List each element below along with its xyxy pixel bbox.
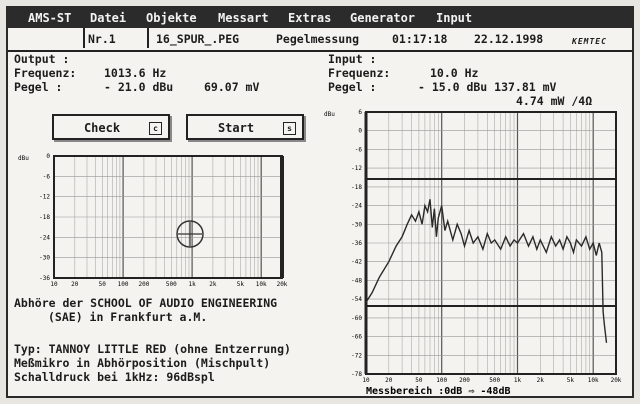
y-tick-label: -6 [355, 146, 363, 153]
start-button-label: Start [217, 121, 255, 135]
x-tick-label: 10 [362, 377, 370, 384]
level-cursor-ring [176, 220, 204, 248]
measurement-number-box [83, 28, 149, 48]
y-tick-label: -18 [39, 214, 50, 221]
measurement-range-label: Messbereich :0dB ⇨ -48dB [366, 385, 511, 397]
menu-generator[interactable]: Generator [350, 11, 416, 25]
y-tick-label: -24 [39, 234, 50, 241]
x-tick-label: 2k [209, 281, 217, 288]
check-button[interactable]: Check c [52, 114, 170, 140]
info-line-2: (SAE) in Frankfurt a.M. [48, 310, 208, 324]
x-tick-label: 5k [567, 377, 575, 384]
info-line-5: Schalldruck bei 1kHz: 96dBspl [14, 370, 215, 384]
x-tick-label: 100 [118, 281, 129, 288]
frequency-response-curve [365, 199, 608, 343]
y-tick-label: -36 [351, 240, 362, 247]
input-frequency-value: 10.0 Hz [430, 66, 479, 80]
input-power-value: 4.74 mW /4Ω [516, 94, 593, 108]
y-tick-label: -60 [351, 315, 362, 322]
level-cursor-target[interactable] [176, 220, 204, 248]
x-tick-label: 50 [415, 377, 423, 384]
y-tick-label: -66 [351, 334, 362, 341]
kemtec-logo: KEMTEC [572, 37, 607, 46]
x-tick-label: 10 [50, 281, 58, 288]
menu-datei[interactable]: Datei [90, 11, 127, 25]
x-tick-label: 20 [385, 377, 393, 384]
x-tick-label: 50 [99, 281, 107, 288]
x-tick-label: 20k [277, 281, 288, 288]
y-tick-label: -12 [39, 194, 50, 201]
current-date: 22.12.1998 [474, 32, 544, 46]
measurement-number: Nr.1 [88, 32, 116, 46]
output-level-value: - 21.0 dBu [104, 80, 174, 94]
start-button[interactable]: Start s [186, 114, 304, 140]
x-tick-label: 200 [138, 281, 149, 288]
x-tick-label: 10k [256, 281, 267, 288]
y-tick-label: -42 [351, 259, 362, 266]
y-tick-label: -12 [351, 165, 362, 172]
x-tick-label: 500 [166, 281, 177, 288]
y-tick-label: -18 [351, 184, 362, 191]
x-tick-label: 5k [237, 281, 245, 288]
x-tick-label: 1k [188, 281, 196, 288]
x-tick-label: 20 [71, 281, 79, 288]
info-line-4: Meßmikro in Abhörposition (Mischpult) [14, 356, 271, 370]
y-tick-label: -72 [351, 352, 362, 359]
y-tick-label: -6 [43, 173, 51, 180]
measurement-mode: Pegelmessung [276, 32, 360, 46]
menu-ams-st[interactable]: AMS-ST [28, 11, 72, 25]
file-name: 16_SPUR_.PEG [156, 32, 240, 46]
input-header: Input : [328, 52, 377, 66]
output-header: Output : [14, 52, 70, 66]
x-tick-label: 20k [611, 377, 622, 384]
y-tick-label: -48 [351, 277, 362, 284]
y-tick-label: -36 [39, 275, 50, 282]
y-tick-label: 6 [358, 109, 362, 116]
input-frequency-label: Frequenz: [328, 66, 391, 80]
x-tick-label: 500 [489, 377, 500, 384]
menu-objekte[interactable]: Objekte [146, 11, 197, 25]
y-tick-label: -54 [351, 296, 362, 303]
output-chart-unit: dBu [18, 155, 29, 162]
start-hotkey-badge: s [283, 122, 296, 135]
menu-messart[interactable]: Messart [218, 11, 269, 25]
status-bar: Nr.1 16_SPUR_.PEG Pegelmessung 01:17:18 … [8, 28, 632, 52]
x-tick-label: 200 [459, 377, 470, 384]
info-line-1: Abhöre der SCHOOL OF AUDIO ENGINEERING [14, 296, 278, 310]
y-tick-label: -30 [39, 255, 50, 262]
measurement-range-window[interactable] [365, 178, 617, 307]
info-line-3: Typ: TANNOY LITTLE RED (ohne Entzerrung) [14, 342, 291, 356]
input-spectrum-chart: dBu 6 0 -6 -12 -18 -24 -30 -36 -42 -48 -54 -60 -66 -7… [324, 109, 622, 397]
check-hotkey-badge: c [149, 122, 162, 135]
x-tick-label: 100 [436, 377, 447, 384]
output-level-label: Pegel : [14, 80, 63, 94]
y-tick-label: 0 [358, 128, 362, 135]
output-chart-grid [53, 155, 283, 279]
x-tick-label: 10k [588, 377, 599, 384]
output-level-chart: dBu 0 -6 -12 -18 -24 -30 -36 10 20 50 100 200 500 1k… [18, 153, 288, 288]
clock-time: 01:17:18 [392, 32, 448, 46]
input-level-value: - 15.0 dBu 137.81 mV [418, 80, 557, 94]
y-tick-label: -24 [351, 203, 362, 210]
menu-bar: AMS-ST Datei Objekte Messart Extras Gene… [8, 8, 632, 28]
menu-input[interactable]: Input [436, 11, 473, 25]
output-frequency-label: Frequenz: [14, 66, 77, 80]
menu-extras[interactable]: Extras [288, 11, 332, 25]
output-frequency-value: 1013.6 Hz [104, 66, 167, 80]
ams-st-screen: AMS-ST Datei Objekte Messart Extras Gene… [6, 6, 634, 398]
x-tick-label: 2k [537, 377, 545, 384]
x-tick-label: 1k [514, 377, 522, 384]
y-tick-label: 0 [46, 153, 50, 160]
output-level-millivolt: 69.07 mV [204, 80, 260, 94]
y-tick-label: -30 [351, 221, 362, 228]
input-level-label: Pegel : [328, 80, 377, 94]
y-tick-label: -78 [351, 371, 362, 378]
spectrum-chart-unit: dBu [324, 111, 335, 118]
check-button-label: Check [83, 121, 121, 135]
